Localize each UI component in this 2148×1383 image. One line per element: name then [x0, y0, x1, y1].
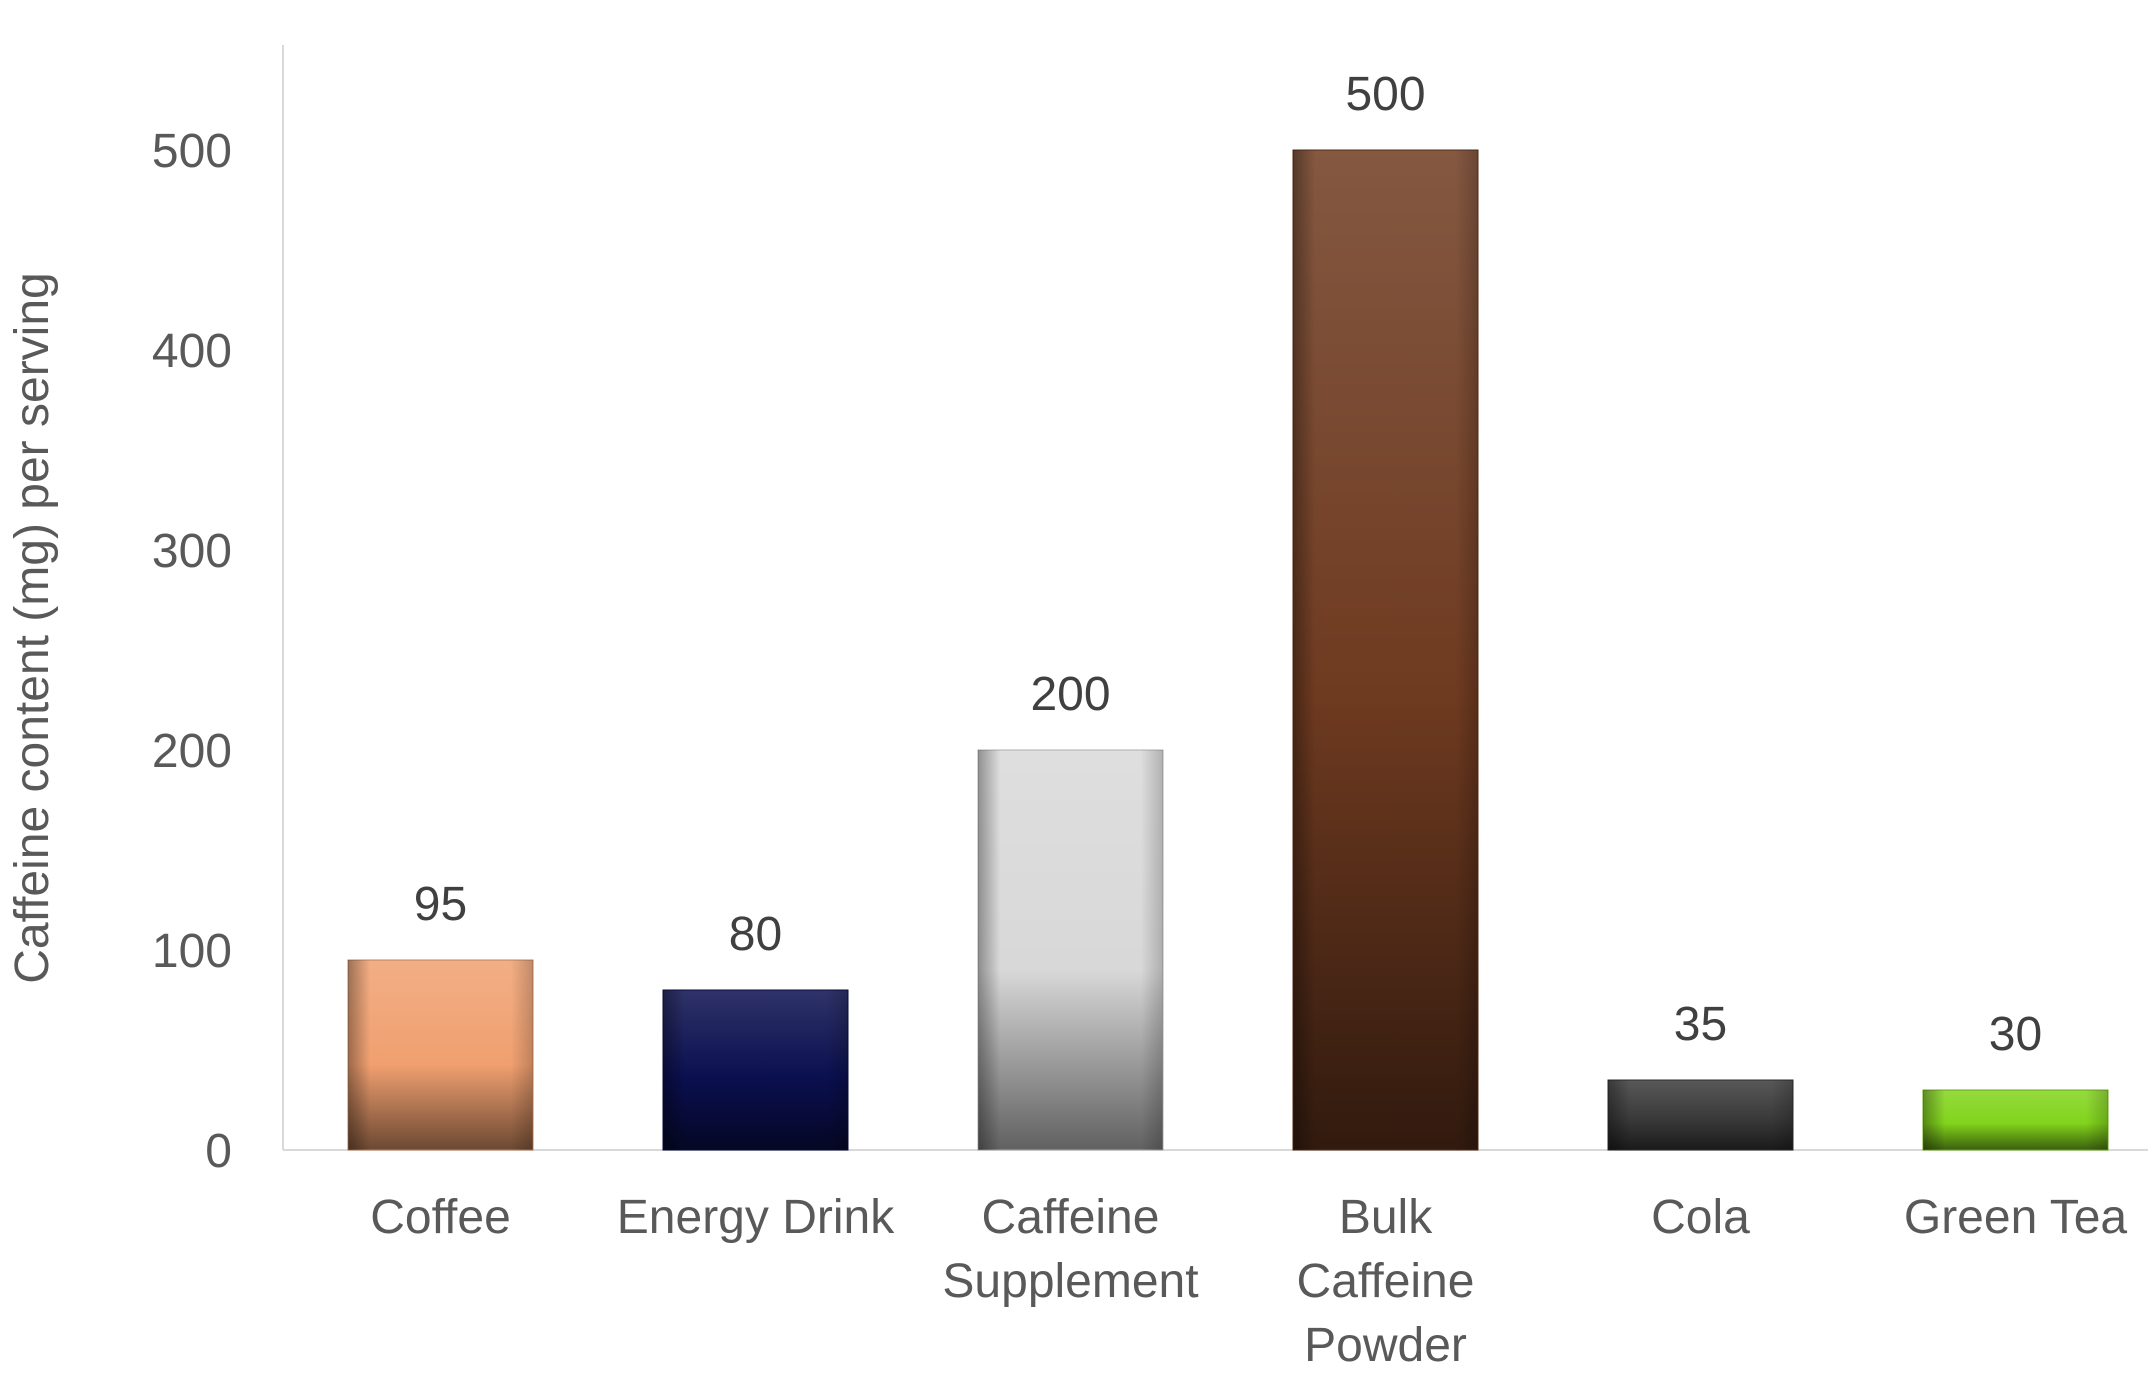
y-tick-label: 100: [152, 925, 232, 978]
y-tick-label: 0: [205, 1125, 232, 1178]
x-tick-label: Cola: [1651, 1191, 1750, 1244]
data-label: 80: [729, 908, 782, 961]
data-label: 200: [1030, 668, 1110, 721]
x-tick-label: Energy Drink: [617, 1191, 895, 1244]
x-tick-label: Bulk Caffeine Powder: [1297, 1191, 1475, 1372]
bar-shading: [1293, 150, 1478, 1150]
bar-shading: [663, 990, 848, 1150]
y-tick-label: 400: [152, 325, 232, 378]
data-label: 500: [1345, 68, 1425, 121]
x-tick-label: Coffee: [370, 1191, 511, 1244]
bar-shading: [1608, 1080, 1793, 1150]
data-label: 30: [1989, 1008, 2042, 1061]
y-tick-label: 200: [152, 725, 232, 778]
data-label: 95: [414, 878, 467, 931]
bar-shading: [1923, 1090, 2108, 1150]
y-tick-label: 300: [152, 525, 232, 578]
y-tick-label: 500: [152, 125, 232, 178]
data-label: 35: [1674, 998, 1727, 1051]
x-tick-label: Green Tea: [1904, 1191, 2128, 1244]
y-axis-title: Caffeine content (mg) per serving: [6, 272, 59, 983]
x-tick-label: Caffeine Supplement: [942, 1191, 1198, 1308]
bar-shading: [348, 960, 533, 1150]
bar-shading: [978, 750, 1163, 1150]
